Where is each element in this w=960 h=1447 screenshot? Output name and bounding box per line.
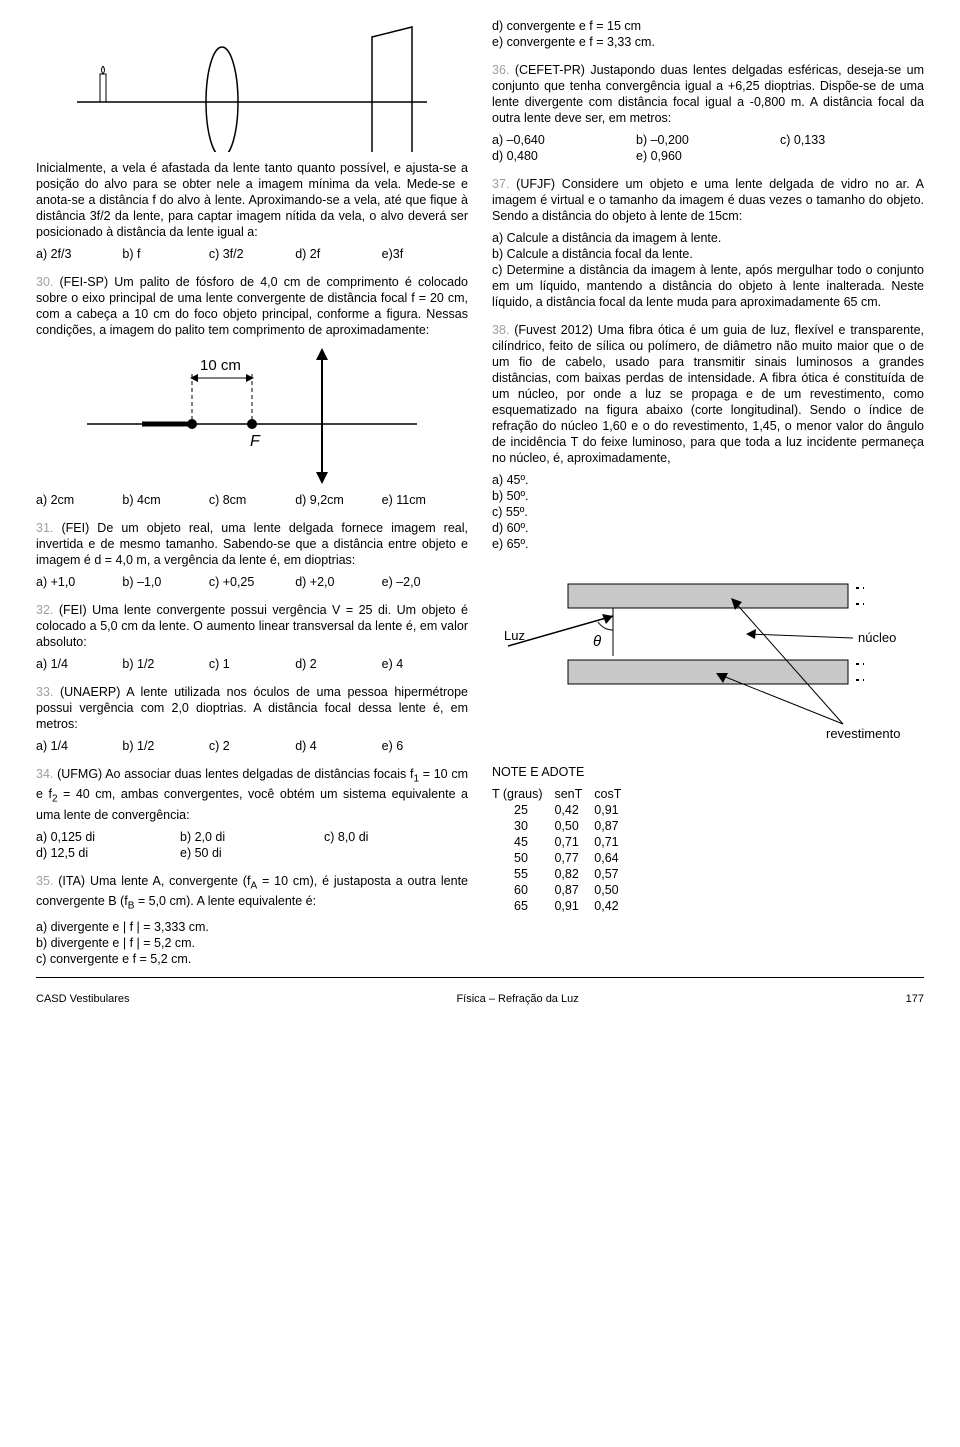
q35-text: 35. (ITA) Uma lente A, convergente (fA =…: [36, 873, 468, 914]
q36-opt-d: d) 0,480: [492, 148, 636, 164]
q30-opt-b: b) 4cm: [122, 492, 208, 508]
q34-options: a) 0,125 di b) 2,0 di c) 8,0 di d) 12,5 …: [36, 829, 468, 861]
q31-opt-c: c) +0,25: [209, 574, 295, 590]
q30-opt-a: a) 2cm: [36, 492, 122, 508]
q30-opt-e: e) 11cm: [382, 492, 468, 508]
q32-opt-a: a) 1/4: [36, 656, 122, 672]
q36-text: 36. (CEFET-PR) Justapondo duas lentes de…: [492, 62, 924, 126]
q32-opt-d: d) 2: [295, 656, 381, 672]
q34-opt-d: d) 12,5 di: [36, 845, 180, 861]
q35-opt-a: a) divergente e | f | = 3,333 cm.: [36, 919, 468, 935]
trig-h2: cosT: [594, 786, 633, 802]
q32-options: a) 1/4 b) 1/2 c) 1 d) 2 e) 4: [36, 656, 468, 672]
q34-opt-b: b) 2,0 di: [180, 829, 324, 845]
trig-h0: T (graus): [492, 786, 554, 802]
q38-text: 38. (Fuvest 2012) Uma fibra ótica é um g…: [492, 322, 924, 466]
label-revestimento: revestimento: [826, 726, 900, 741]
q34-text: 34. (UFMG) Ao associar duas lentes delga…: [36, 766, 468, 823]
trig-h1: senT: [554, 786, 594, 802]
q37-part-b: b) Calcule a distância focal da lente.: [492, 246, 924, 262]
footer-right: 177: [906, 992, 924, 1006]
note-adote-title: NOTE E ADOTE: [492, 764, 924, 780]
q31-opt-a: a) +1,0: [36, 574, 122, 590]
q36-opt-e: e) 0,960: [636, 148, 780, 164]
label-10cm: 10 cm: [200, 357, 241, 374]
q32-text: 32. (FEI) Uma lente convergente possui v…: [36, 602, 468, 650]
q34-opt-c: c) 8,0 di: [324, 829, 468, 845]
q33-opt-b: b) 1/2: [122, 738, 208, 754]
q38-options: a) 45º. b) 50º. c) 55º. d) 60º. e) 65º.: [492, 472, 924, 552]
q38-opt-d: d) 60º.: [492, 520, 924, 536]
q29-opt-e: e)3f: [382, 246, 468, 262]
q36-opt-b: b) –0,200: [636, 132, 780, 148]
q34-opt-a: a) 0,125 di: [36, 829, 180, 845]
q29-text: Inicialmente, a vela é afastada da lente…: [36, 160, 468, 240]
q38-opt-a: a) 45º.: [492, 472, 924, 488]
q31-text: 31. (FEI) De um objeto real, uma lente d…: [36, 520, 468, 568]
q37-part-a: a) Calcule a distância da imagem à lente…: [492, 230, 924, 246]
q30-opt-d: d) 9,2cm: [295, 492, 381, 508]
q31-opt-d: d) +2,0: [295, 574, 381, 590]
q33-options: a) 1/4 b) 1/2 c) 2 d) 4 e) 6: [36, 738, 468, 754]
q38-opt-c: c) 55º.: [492, 504, 924, 520]
label-nucleo: núcleo: [858, 630, 896, 645]
fiber-optic-figure: θ Luz núcleo revestimento: [498, 556, 918, 756]
candle-lens-figure: [72, 22, 432, 152]
q33-opt-d: d) 4: [295, 738, 381, 754]
q37-text: 37. (UFJF) Considere um objeto e uma len…: [492, 176, 924, 224]
q36-opt-c: c) 0,133: [780, 132, 924, 148]
q30-text: 30. (FEI-SP) Um palito de fósforo de 4,0…: [36, 274, 468, 338]
q33-text: 33. (UNAERP) A lente utilizada nos óculo…: [36, 684, 468, 732]
footer-center: Física – Refração da Luz: [456, 992, 578, 1006]
q35-opt-d: d) convergente e f = 15 cm: [492, 18, 924, 34]
q35-parts-col2: d) convergente e f = 15 cm e) convergent…: [492, 18, 924, 50]
q32-opt-e: e) 4: [382, 656, 468, 672]
q35-parts-col1: a) divergente e | f | = 3,333 cm. b) div…: [36, 919, 468, 967]
q34-opt-e: e) 50 di: [180, 845, 324, 861]
q33-opt-c: c) 2: [209, 738, 295, 754]
footer-left: CASD Vestibulares: [36, 992, 130, 1006]
q29-options: a) 2f/3 b) f c) 3f/2 d) 2f e)3f: [36, 246, 468, 262]
q29-opt-c: c) 3f/2: [209, 246, 295, 262]
q29-opt-b: b) f: [122, 246, 208, 262]
q33-opt-a: a) 1/4: [36, 738, 122, 754]
q31-opt-e: e) –2,0: [382, 574, 468, 590]
label-theta: θ: [593, 633, 601, 650]
q36-opt-a: a) –0,640: [492, 132, 636, 148]
q35-opt-e: e) convergente e f = 3,33 cm.: [492, 34, 924, 50]
q37-part-c: c) Determine a distância da imagem à len…: [492, 262, 924, 310]
q31-opt-b: b) –1,0: [122, 574, 208, 590]
q32-opt-b: b) 1/2: [122, 656, 208, 672]
trig-table: T (graus) senT cosT 250,420,91 300,500,8…: [492, 786, 633, 914]
q38-opt-e: e) 65º.: [492, 536, 924, 552]
q36-options: a) –0,640 b) –0,200 c) 0,133 d) 0,480 e)…: [492, 132, 924, 164]
label-luz: Luz: [504, 628, 525, 643]
label-F: F: [250, 433, 261, 450]
q29-opt-a: a) 2f/3: [36, 246, 122, 262]
q30-figure: F 10 cm: [82, 344, 422, 484]
q30-opt-c: c) 8cm: [209, 492, 295, 508]
q35-opt-b: b) divergente e | f | = 5,2 cm.: [36, 935, 468, 951]
q38-opt-b: b) 50º.: [492, 488, 924, 504]
q37-parts: a) Calcule a distância da imagem à lente…: [492, 230, 924, 310]
q29-opt-d: d) 2f: [295, 246, 381, 262]
q32-opt-c: c) 1: [209, 656, 295, 672]
q31-options: a) +1,0 b) –1,0 c) +0,25 d) +2,0 e) –2,0: [36, 574, 468, 590]
q35-opt-c: c) convergente e f = 5,2 cm.: [36, 951, 468, 967]
q30-options: a) 2cm b) 4cm c) 8cm d) 9,2cm e) 11cm: [36, 492, 468, 508]
q33-opt-e: e) 6: [382, 738, 468, 754]
